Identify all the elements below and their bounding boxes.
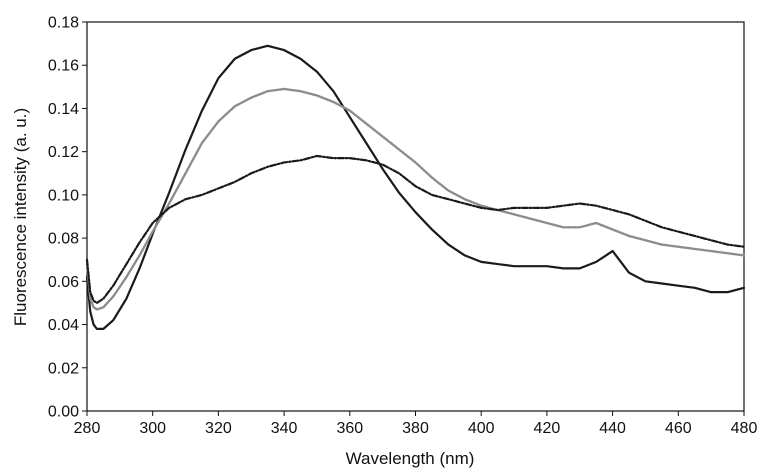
y-tick-label: 0.02 <box>48 360 79 377</box>
x-tick-label: 280 <box>74 420 101 437</box>
x-tick-label: 380 <box>402 420 429 437</box>
x-tick-label: 480 <box>731 420 758 437</box>
plot-frame <box>86 21 745 412</box>
series-line-3 <box>85 154 746 305</box>
series-layer <box>85 44 746 330</box>
y-tick-label: 0.14 <box>48 101 79 118</box>
series-line-1 <box>85 44 746 330</box>
x-tick-label: 300 <box>139 420 166 437</box>
y-tick-label: 0.16 <box>48 58 79 75</box>
y-tick-label: 0.06 <box>48 274 79 291</box>
series-line-2 <box>85 87 746 311</box>
y-tick-label: 0.00 <box>48 404 79 421</box>
x-tick-label: 420 <box>534 420 561 437</box>
x-tick-label: 460 <box>665 420 692 437</box>
y-tick-label: 0.18 <box>48 15 79 32</box>
x-tick-label: 340 <box>271 420 298 437</box>
y-tick-label: 0.10 <box>48 187 79 204</box>
tick-layer: 280 300 320 340 360 380 400 420 440 460 480 0.00 0.0… <box>48 15 758 438</box>
y-axis-title: Fluorescence intensity (a. u.) <box>11 108 30 326</box>
y-tick-label: 0.08 <box>48 231 79 248</box>
x-tick-label: 440 <box>599 420 626 437</box>
x-tick-label: 320 <box>205 420 232 437</box>
plot-area <box>86 21 745 412</box>
y-tick-label: 0.04 <box>48 317 79 334</box>
x-tick-label: 400 <box>468 420 495 437</box>
x-tick-label: 360 <box>336 420 363 437</box>
y-tick-label: 0.12 <box>48 144 79 161</box>
x-axis-title: Wavelength (nm) <box>346 449 475 468</box>
